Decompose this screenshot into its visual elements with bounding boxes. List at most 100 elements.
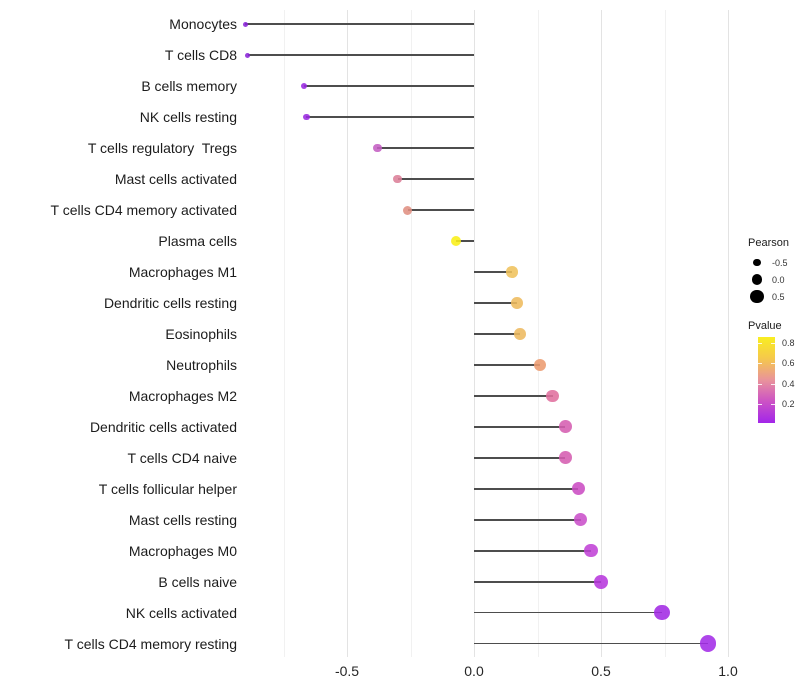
lollipop-dot (513, 328, 526, 340)
y-axis-label: Macrophages M0 (128, 542, 237, 559)
color-legend: Pvalue 0.8 0.6 0.4 0.2 (747, 320, 800, 425)
y-axis-label: NK cells activated (125, 604, 237, 621)
size-legend-entries: -0.5 0.0 0.5 (747, 254, 800, 305)
size-legend-entry: -0.5 (747, 254, 800, 271)
lollipop-stem (474, 487, 579, 490)
lollipop-stem (407, 209, 474, 211)
major-gridline (347, 10, 348, 657)
lollipop-stem (377, 147, 474, 149)
minor-gridline (410, 10, 412, 657)
lollipop-dot (393, 174, 403, 184)
size-legend-dot-cell (747, 258, 767, 267)
colorbar-tick-mark (758, 383, 762, 385)
lollipop-dot (574, 513, 588, 527)
y-axis-label: T cells CD4 memory resting (64, 635, 237, 652)
lollipop-stem (474, 425, 566, 428)
legend: Pearson -0.5 0.0 0.5 Pvalue 0.8 0.6 0.4 0.2 (747, 237, 800, 425)
y-axis-label: B cells memory (141, 78, 237, 95)
size-legend: Pearson -0.5 0.0 0.5 (747, 237, 800, 305)
colorbar-tick-mark (758, 363, 762, 365)
size-legend-entry: 0.5 (747, 288, 800, 305)
lollipop-dot (584, 543, 598, 558)
lollipop-stem (474, 580, 601, 583)
y-axis-label: Macrophages M1 (128, 264, 237, 281)
x-tick-label: 0.5 (591, 663, 611, 679)
lollipop-dot (594, 574, 608, 589)
colorbar-wrap: 0.8 0.6 0.4 0.2 (758, 337, 800, 425)
lollipop-stem (474, 456, 566, 459)
lollipop-dot (373, 144, 382, 153)
lollipop-dot (699, 635, 716, 652)
size-legend-dot (750, 289, 764, 304)
lollipop-dot (571, 482, 585, 496)
size-legend-dot-cell (747, 289, 767, 304)
major-gridline (728, 10, 729, 657)
size-legend-label: 0.0 (772, 274, 785, 285)
colorbar-tick-mark (771, 342, 775, 344)
size-legend-label: 0.5 (772, 291, 785, 302)
y-axis-label: T cells regulatory Tregs (87, 140, 237, 157)
minor-gridline (283, 10, 285, 657)
lollipop-stem (474, 302, 518, 304)
minor-gridline (537, 10, 539, 657)
colorbar-tick-mark (771, 363, 775, 365)
lollipop-dot (403, 205, 413, 215)
size-legend-title: Pearson (748, 237, 789, 249)
lollipop-stem (303, 85, 474, 88)
y-axis-label: NK cells resting (139, 109, 237, 126)
lollipop-dot (300, 83, 308, 90)
lollipop-stem (306, 116, 474, 119)
color-legend-title: Pvalue (748, 320, 782, 332)
lollipop-stem (456, 240, 474, 242)
y-axis-label: Dendritic cells resting (103, 294, 237, 311)
y-axis-label: Monocytes (169, 16, 237, 33)
lollipop-dot (242, 21, 248, 27)
lollipop-dot (533, 358, 547, 371)
size-legend-label: -0.5 (772, 257, 788, 268)
size-legend-dot (751, 274, 763, 285)
y-axis-label: B cells naive (158, 573, 237, 590)
lollipop-stem (474, 271, 513, 273)
colorbar-tick-mark (771, 383, 775, 385)
x-tick-label: 0.0 (464, 663, 484, 679)
lollipop-dot (245, 52, 251, 58)
lollipop-dot (511, 297, 523, 309)
colorbar-tick-label: 0.6 (782, 358, 795, 369)
y-axis-label: Eosinophils (165, 325, 237, 342)
colorbar-tick-mark (758, 342, 762, 344)
lollipop-stem (474, 518, 581, 521)
y-axis-label: T cells CD8 (164, 47, 237, 64)
size-legend-entry: 0.0 (747, 271, 800, 288)
y-axis-label: Mast cells activated (114, 171, 237, 188)
y-axis-label: Mast cells resting (128, 511, 237, 528)
size-legend-dot-cell (747, 274, 767, 285)
y-axis-label: Dendritic cells activated (89, 418, 237, 435)
minor-gridline (664, 10, 666, 657)
colorbar-tick-label: 0.8 (782, 337, 795, 348)
x-tick-label: -0.5 (334, 663, 360, 679)
colorbar-tick-label: 0.2 (782, 399, 795, 410)
lollipop-stem (474, 395, 553, 397)
y-axis-label: T cells CD4 naive (127, 449, 237, 466)
lollipop-dot (303, 113, 310, 121)
y-axis-label: Macrophages M2 (128, 387, 237, 404)
lollipop-stem (474, 364, 541, 366)
lollipop-stem (474, 549, 591, 552)
colorbar-tick-label: 0.4 (782, 378, 795, 389)
lollipop-dot (654, 605, 670, 621)
y-axis-label: Neutrophils (166, 356, 237, 373)
lollipop-stem (245, 23, 474, 26)
lollipop-stem (474, 333, 520, 335)
lollipop-dot (451, 235, 462, 247)
major-gridline (601, 10, 602, 657)
lollipop-stem (247, 54, 474, 57)
colorbar-tick-mark (771, 404, 775, 406)
y-axis-label: T cells follicular helper (98, 480, 237, 497)
y-axis-label: T cells CD4 memory activated (50, 202, 237, 219)
x-tick-label: 1.0 (718, 663, 738, 679)
colorbar-tick-mark (758, 404, 762, 406)
lollipop-dot (546, 389, 559, 403)
y-axis-label: Plasma cells (158, 233, 237, 250)
lollipop-stem (397, 178, 474, 180)
